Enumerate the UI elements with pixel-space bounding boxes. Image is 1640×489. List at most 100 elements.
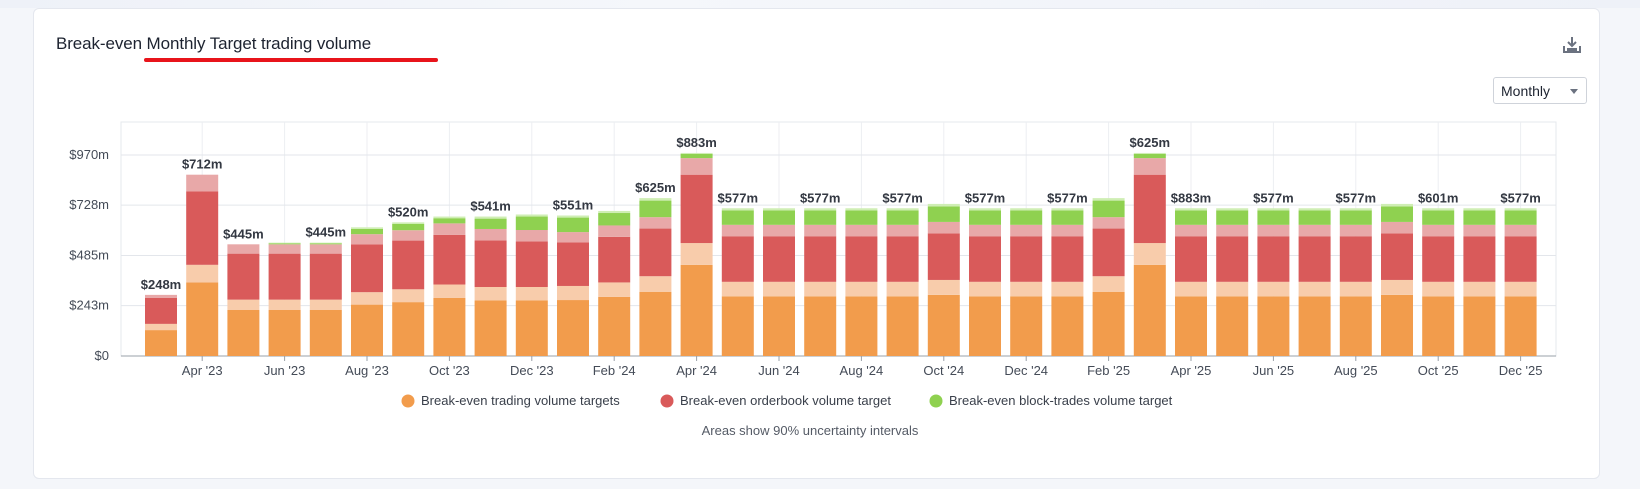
bar-segment-orderbook [1422,236,1455,282]
bar-total-label: $445m [223,226,263,241]
uncertainty-band-block [1381,203,1413,207]
x-tick-label: Dec '23 [510,363,554,378]
bar-total-label: $577m [965,190,1005,205]
bar-segment-orderbook [969,236,1001,282]
bar-segment-orderbook [598,236,631,283]
uncertainty-band-trading [763,281,795,297]
x-tick-label: Feb '24 [593,363,636,378]
uncertainty-band-orderbook [309,244,342,254]
uncertainty-band-trading [639,276,672,292]
bar-segment-block [927,206,960,222]
bar-segment-trading [186,282,219,356]
uncertainty-band-block [1257,208,1290,211]
legend-swatch [929,394,943,408]
uncertainty-band-block [1504,208,1537,211]
uncertainty-band-trading [1010,281,1043,297]
uncertainty-band-trading [721,281,754,297]
bar-segment-orderbook [268,253,301,300]
bar-total-label: $577m [1253,190,1293,205]
bar-segment-trading [1175,296,1207,356]
bar-segment-trading [1216,296,1249,356]
bar-segment-block [1298,210,1331,225]
bar-segment-block [1339,210,1372,225]
uncertainty-band-block [1216,208,1249,211]
uncertainty-band-orderbook [1216,224,1249,237]
bar-segment-trading [351,304,383,356]
uncertainty-band-orderbook [1381,221,1413,234]
uncertainty-band-block [721,208,754,211]
bar-segment-orderbook [1133,174,1166,244]
x-tick-label: Jun '25 [1253,363,1295,378]
uncertainty-band-trading [845,281,878,297]
uncertainty-band-trading [392,289,425,303]
bar-segment-block [309,243,342,245]
uncertainty-band-trading [1504,281,1537,297]
uncertainty-band-orderbook [433,223,466,235]
uncertainty-band-block [680,152,713,154]
legend-label: Break-even orderbook volume target [680,393,891,408]
x-tick-label: Apr '24 [676,363,717,378]
uncertainty-band-orderbook [1133,158,1166,175]
bar-total-label: $577m [1500,190,1540,205]
bar-segment-trading [680,264,713,356]
period-select[interactable]: Monthly [1493,77,1587,104]
bar-segment-orderbook [1175,236,1207,282]
bar-segment-block [598,213,631,226]
bar-total-label: $577m [718,190,758,205]
bar-segment-block [1133,153,1166,159]
bar-segment-orderbook [1010,236,1043,282]
bar-segment-block [763,210,795,225]
y-tick-label: $0 [95,348,109,363]
uncertainty-band-orderbook [680,158,713,175]
uncertainty-band-orderbook [1010,224,1043,237]
uncertainty-band-orderbook [227,244,260,254]
uncertainty-band-block [392,222,425,225]
uncertainty-band-trading [186,264,219,283]
uncertainty-band-orderbook [1051,224,1084,237]
uncertainty-band-orderbook [1175,224,1207,237]
x-tick-label: Jun '23 [264,363,306,378]
legend-swatch [401,394,415,408]
uncertainty-band-orderbook [268,244,301,254]
page-top-strip [0,0,1640,8]
uncertainty-band-orderbook [1422,224,1455,237]
bar-segment-trading [268,309,301,356]
bar-segment-block [1092,200,1125,218]
bar-segment-orderbook [1257,236,1290,282]
bar-segment-trading [927,294,960,356]
bar-segment-trading [721,296,754,356]
uncertainty-band-orderbook [1298,224,1331,237]
x-tick-label: Aug '24 [840,363,884,378]
bar-segment-orderbook [351,244,383,293]
bar-total-label: $445m [306,225,346,240]
bar-segment-orderbook [1504,236,1537,282]
uncertainty-band-block [804,208,837,211]
download-icon[interactable] [1561,35,1583,55]
bar-segment-block [1216,210,1249,225]
bar-segment-orderbook [1092,228,1125,277]
uncertainty-band-orderbook [763,224,795,237]
y-tick-label: $485m [69,248,109,263]
bar-segment-block [351,228,383,235]
bar-total-label: $712m [182,157,222,172]
bar-segment-trading [1010,296,1043,356]
uncertainty-band-trading [680,243,713,265]
bar-segment-block [1257,210,1290,225]
x-tick-label: Apr '23 [182,363,223,378]
uncertainty-band-block [1298,208,1331,211]
bar-segment-trading [474,300,507,356]
bar-segment-trading [557,300,589,356]
x-tick-label: Aug '23 [345,363,389,378]
bar-segment-trading [1422,296,1455,356]
bar-segment-trading [1381,294,1413,356]
uncertainty-band-block [515,214,548,217]
uncertainty-band-trading [515,286,548,301]
bar-segment-trading [639,291,672,356]
uncertainty-band-trading [1133,243,1166,265]
bar-total-label: $883m [676,135,716,150]
uncertainty-band-trading [1339,281,1372,297]
bar-segment-block [515,216,548,231]
uncertainty-band-trading [1092,276,1125,292]
bar-segment-block [1051,210,1084,225]
